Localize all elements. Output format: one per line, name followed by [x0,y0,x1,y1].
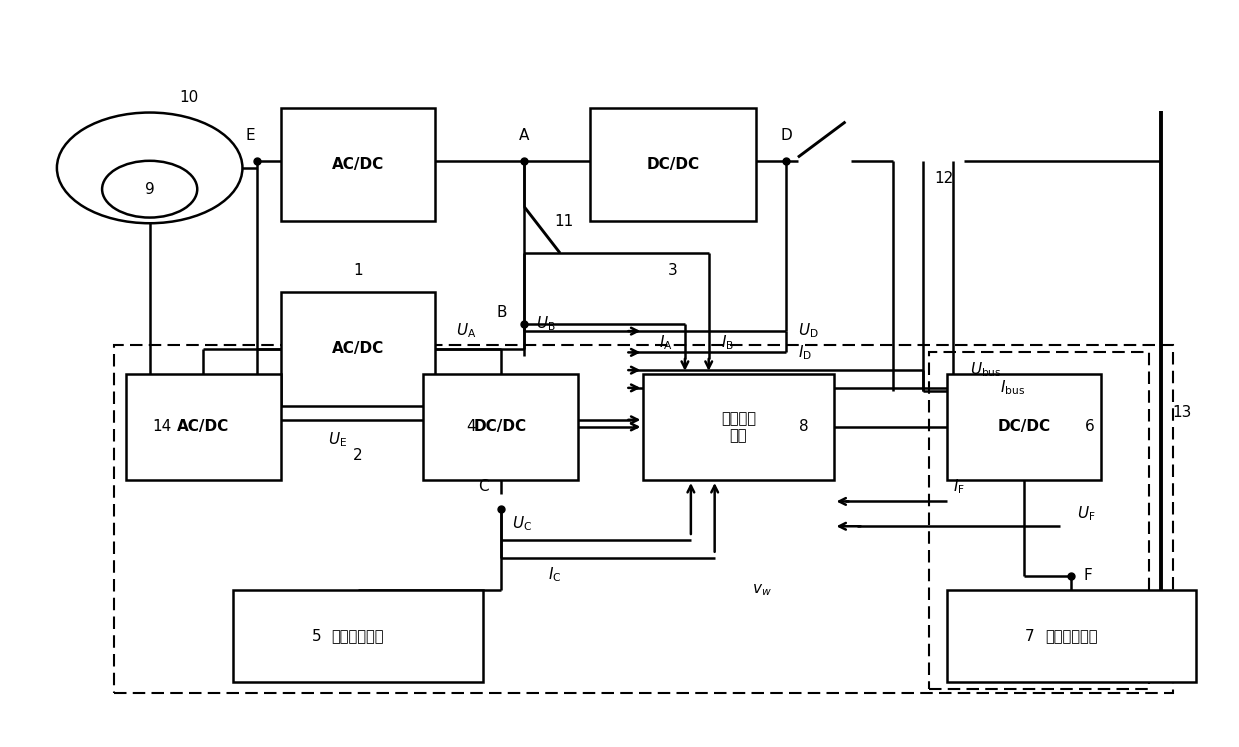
Text: 4: 4 [466,419,476,435]
Text: C: C [478,480,488,495]
Text: 5: 5 [311,629,321,644]
Text: DC/DC: DC/DC [475,419,527,435]
Text: 7: 7 [1025,629,1035,644]
Text: B: B [496,306,507,320]
Bar [233,590,483,683]
Text: 第二储能设备: 第二储能设备 [1046,629,1098,644]
Text: AC/DC: AC/DC [332,341,384,356]
Text: $U_{\mathrm{D}}$: $U_{\mathrm{D}}$ [798,322,819,341]
Text: 9: 9 [145,182,155,196]
Bar [280,292,435,406]
Text: E: E [247,128,255,143]
Text: 储能控制
系统: 储能控制 系统 [721,411,756,443]
Bar [114,345,1172,693]
Bar [126,374,280,480]
Text: AC/DC: AC/DC [177,419,229,435]
Text: 12: 12 [934,171,954,187]
Bar [929,353,1149,689]
Text: $v_w$: $v_w$ [752,582,772,598]
Text: $U_{\mathrm{C}}$: $U_{\mathrm{C}}$ [513,515,533,533]
Text: 1: 1 [353,263,363,279]
Bar [947,590,1197,683]
Text: $I_{\mathrm{F}}$: $I_{\mathrm{F}}$ [953,477,964,496]
Bar [643,374,834,480]
Text: $I_{\mathrm{B}}$: $I_{\mathrm{B}}$ [721,334,733,353]
Text: 2: 2 [353,447,363,463]
Text: 8: 8 [799,419,809,435]
Bar [590,108,756,221]
Text: $I_{\mathrm{A}}$: $I_{\mathrm{A}}$ [659,334,673,353]
Text: $U_{\mathrm{A}}$: $U_{\mathrm{A}}$ [456,322,477,341]
Text: $I_{\mathrm{C}}$: $I_{\mathrm{C}}$ [548,565,561,584]
Text: 14: 14 [152,419,171,435]
Text: 3: 3 [668,263,678,279]
Bar [424,374,577,480]
Text: 11: 11 [554,214,574,229]
Text: 10: 10 [180,90,198,105]
Text: F: F [1083,568,1092,583]
Text: $I_{\mathrm{bus}}$: $I_{\mathrm{bus}}$ [1000,379,1025,397]
Text: D: D [781,128,792,143]
Bar [280,108,435,221]
Text: $U_{\mathrm{E}}$: $U_{\mathrm{E}}$ [328,430,347,449]
Text: DC/DC: DC/DC [997,419,1051,435]
Bar [947,374,1101,480]
Text: DC/DC: DC/DC [647,157,700,172]
Text: A: A [519,128,529,143]
Text: $U_{\mathrm{bus}}$: $U_{\mathrm{bus}}$ [970,361,1002,379]
Text: $U_{\mathrm{B}}$: $U_{\mathrm{B}}$ [536,314,556,333]
Text: 13: 13 [1172,405,1192,421]
Text: $I_{\mathrm{D}}$: $I_{\mathrm{D}}$ [798,343,812,362]
Text: 6: 6 [1084,419,1094,435]
Text: $U_{\mathrm{F}}$: $U_{\mathrm{F}}$ [1078,504,1097,523]
Text: 第一储能设备: 第一储能设备 [332,629,384,644]
Text: AC/DC: AC/DC [332,157,384,172]
